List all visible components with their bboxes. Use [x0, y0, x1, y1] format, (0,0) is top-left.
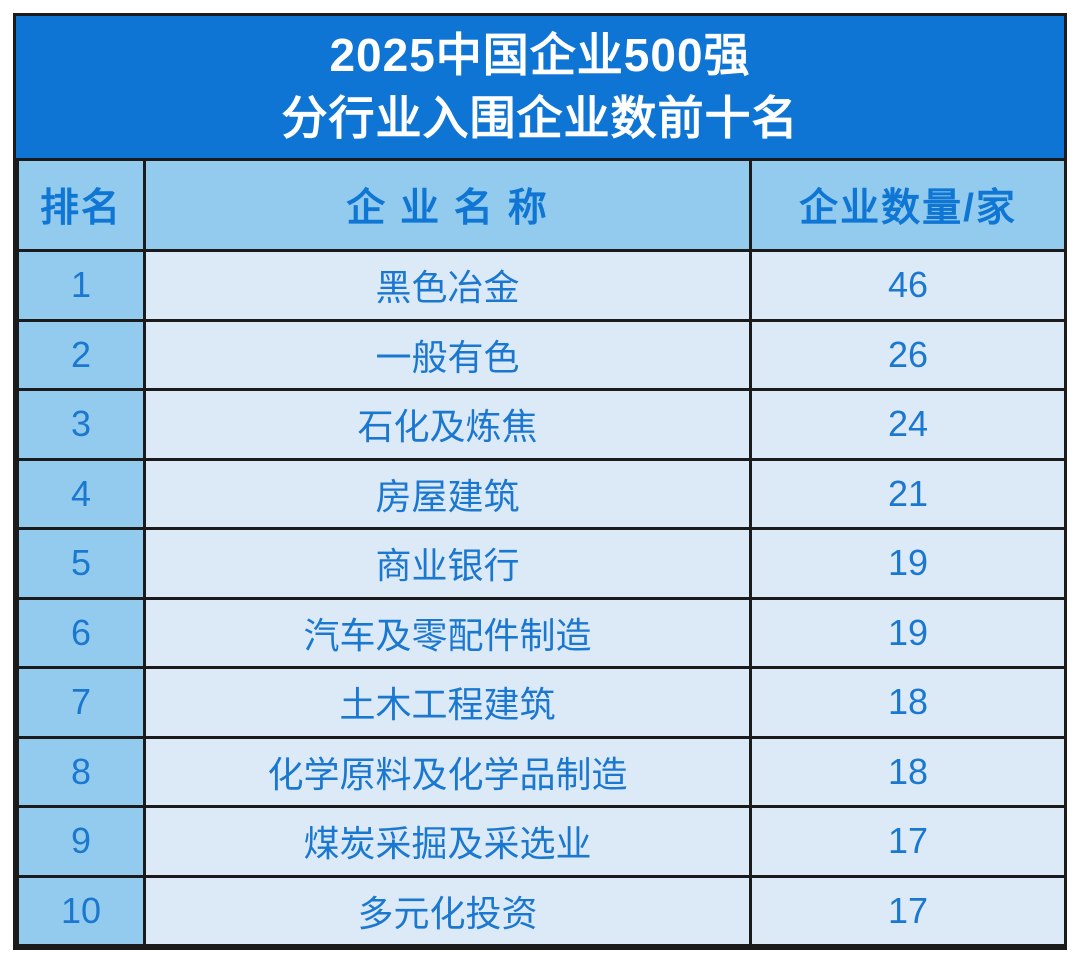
column-header-rank: 排名 [16, 158, 146, 252]
column-header-count: 企业数量/家 [749, 158, 1067, 252]
rank-cell: 6 [16, 596, 146, 669]
rank-cell: 2 [16, 318, 146, 391]
industry-name-cell: 汽车及零配件制造 [143, 596, 752, 669]
rank-cell: 1 [16, 249, 146, 322]
rank-cell: 3 [16, 388, 146, 461]
table-row: 2 一般有色 26 [16, 318, 1067, 391]
enterprise-count-cell: 24 [749, 388, 1067, 461]
enterprise-count-cell: 19 [749, 527, 1067, 600]
table-row: 5 商业银行 19 [16, 527, 1067, 600]
enterprise-count-cell: 26 [749, 318, 1067, 391]
rank-cell: 5 [16, 527, 146, 600]
industry-name-cell: 商业银行 [143, 527, 752, 600]
industry-name-cell: 黑色冶金 [143, 249, 752, 322]
table-row: 7 土木工程建筑 18 [16, 666, 1067, 739]
table-row: 3 石化及炼焦 24 [16, 388, 1067, 461]
table-row: 1 黑色冶金 46 [16, 249, 1067, 322]
table-row: 6 汽车及零配件制造 19 [16, 596, 1067, 669]
column-header-name: 企 业 名 称 [143, 158, 752, 252]
ranking-infographic: 2025中国企业500强 分行业入围企业数前十名 排名 企 业 名 称 企业数量… [13, 13, 1067, 950]
table-row: 4 房屋建筑 21 [16, 457, 1067, 530]
title-line-2: 分行业入围企业数前十名 [281, 92, 799, 144]
rank-cell: 10 [16, 874, 146, 947]
table-title: 2025中国企业500强 分行业入围企业数前十名 [16, 16, 1064, 158]
enterprise-count-cell: 18 [749, 735, 1067, 808]
table-row: 8 化学原料及化学品制造 18 [16, 735, 1067, 808]
table-row: 10 多元化投资 17 [16, 874, 1067, 947]
industry-name-cell: 多元化投资 [143, 874, 752, 947]
rank-cell: 8 [16, 735, 146, 808]
table-row: 9 煤炭采掘及采选业 17 [16, 805, 1067, 878]
enterprise-count-cell: 19 [749, 596, 1067, 669]
rank-cell: 9 [16, 805, 146, 878]
enterprise-count-cell: 46 [749, 249, 1067, 322]
industry-name-cell: 土木工程建筑 [143, 666, 752, 739]
rank-cell: 4 [16, 457, 146, 530]
ranking-table: 排名 企 业 名 称 企业数量/家 1 黑色冶金 46 2 一般有色 26 3 … [16, 158, 1067, 947]
table-header-row: 排名 企 业 名 称 企业数量/家 [16, 158, 1067, 252]
industry-name-cell: 煤炭采掘及采选业 [143, 805, 752, 878]
industry-name-cell: 化学原料及化学品制造 [143, 735, 752, 808]
industry-name-cell: 房屋建筑 [143, 457, 752, 530]
title-line-1: 2025中国企业500强 [329, 28, 751, 81]
enterprise-count-cell: 17 [749, 874, 1067, 947]
enterprise-count-cell: 17 [749, 805, 1067, 878]
industry-name-cell: 石化及炼焦 [143, 388, 752, 461]
enterprise-count-cell: 21 [749, 457, 1067, 530]
rank-cell: 7 [16, 666, 146, 739]
enterprise-count-cell: 18 [749, 666, 1067, 739]
table-body: 1 黑色冶金 46 2 一般有色 26 3 石化及炼焦 24 4 房屋建筑 21… [16, 249, 1067, 947]
industry-name-cell: 一般有色 [143, 318, 752, 391]
